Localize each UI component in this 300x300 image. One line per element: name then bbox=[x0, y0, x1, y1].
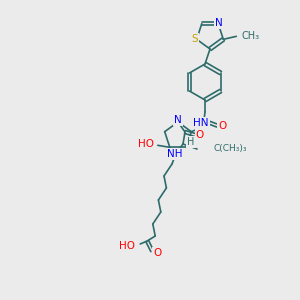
Text: C(CH₃)₃: C(CH₃)₃ bbox=[213, 145, 247, 154]
Text: N: N bbox=[174, 115, 182, 125]
Text: S: S bbox=[191, 34, 198, 44]
Text: HO: HO bbox=[119, 241, 135, 251]
Text: HO: HO bbox=[138, 139, 154, 149]
Text: O: O bbox=[196, 130, 204, 140]
Text: O: O bbox=[153, 248, 161, 258]
Text: H: H bbox=[187, 137, 195, 147]
Text: N: N bbox=[215, 18, 223, 28]
Text: HN: HN bbox=[193, 118, 209, 128]
Text: CH₃: CH₃ bbox=[241, 31, 260, 41]
Text: NH: NH bbox=[167, 149, 183, 159]
Text: O: O bbox=[218, 121, 226, 131]
